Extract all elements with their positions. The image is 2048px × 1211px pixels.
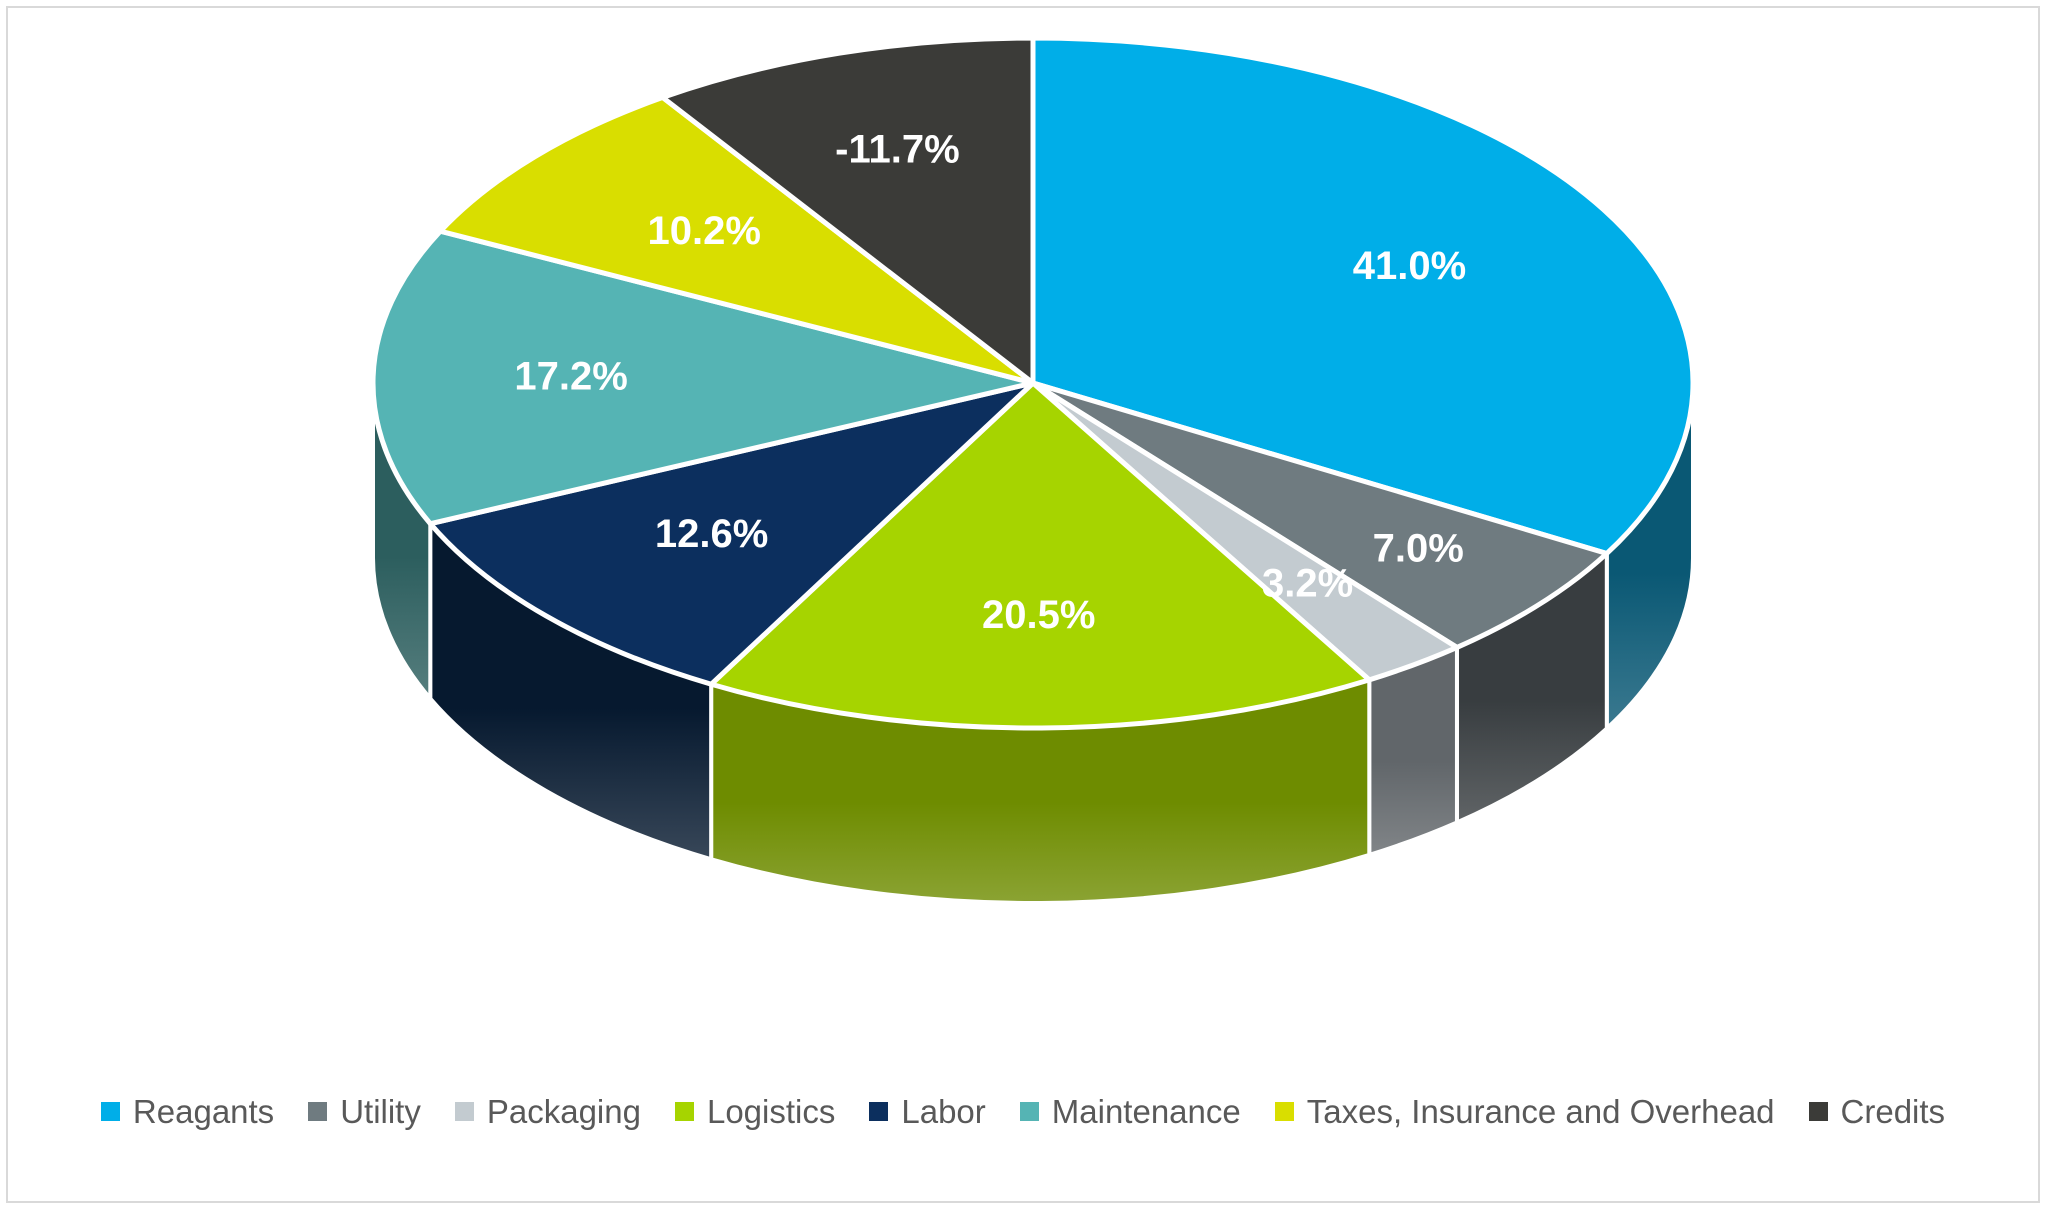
legend-swatch-icon [1808, 1101, 1828, 1121]
legend-item-label: Credits [1840, 1092, 1946, 1130]
slice-data-label: 41.0% [1353, 244, 1466, 288]
legend-item-label: Reagants [132, 1092, 275, 1130]
pie-slice-maintenance[interactable] [370, 228, 1036, 527]
legend-item-label: Logistics [706, 1092, 836, 1130]
pie-slice-logistics[interactable] [708, 380, 1372, 731]
slice-data-label: -11.7% [835, 128, 960, 172]
slice-data-label: 3.2% [1262, 561, 1353, 605]
legend-item-label: Maintenance [1051, 1092, 1241, 1130]
legend-item[interactable]: Packaging [454, 1092, 641, 1130]
legend-item-label: Taxes, Insurance and Overhead [1306, 1092, 1775, 1130]
legend-swatch-icon [869, 1101, 889, 1121]
legend-swatch-icon [100, 1101, 120, 1121]
legend-item-label: Utility [340, 1092, 421, 1130]
pie-chart-area: 41.0% 7.0% 3.2% 20.5% 12.6% 17.2% 10.2% -11.7% [8, 8, 2038, 1068]
pie-slice-taxes-insurance-and-overhead[interactable] [437, 94, 1036, 386]
legend-swatch-icon [308, 1101, 328, 1121]
pie-data-labels: 41.0% 7.0% 3.2% 20.5% 12.6% 17.2% 10.2% -11.7% [514, 128, 1466, 637]
pie-chart-svg: 41.0% 7.0% 3.2% 20.5% 12.6% 17.2% 10.2% -11.7% [370, 35, 1696, 905]
legend-item[interactable]: Reagants [100, 1092, 275, 1130]
legend-item[interactable]: Labor [869, 1092, 986, 1130]
pie-slice-labor[interactable] [427, 380, 1036, 687]
legend-item[interactable]: Maintenance [1019, 1092, 1241, 1130]
legend-item[interactable]: Logistics [674, 1092, 836, 1130]
legend-item-label: Labor [901, 1092, 986, 1130]
slice-data-label: 10.2% [647, 209, 760, 253]
legend-item[interactable]: Taxes, Insurance and Overhead [1274, 1092, 1775, 1130]
pie-slice-credits[interactable] [660, 35, 1036, 386]
legend-swatch-icon [674, 1101, 694, 1121]
chart-legend: Reagants Utility Packaging Logistics Labor Ma… [8, 1056, 2038, 1166]
slice-data-label: 7.0% [1373, 526, 1464, 570]
pie-slice-reagants[interactable] [1030, 35, 1696, 556]
legend-item[interactable]: Utility [308, 1095, 421, 1128]
legend-swatch-icon [1019, 1101, 1039, 1121]
pie-side-walls [371, 382, 1695, 905]
chart-frame: 41.0% 7.0% 3.2% 20.5% 12.6% 17.2% 10.2% -11.7% … [6, 6, 2040, 1203]
slice-data-label: 12.6% [655, 512, 768, 556]
legend-item-label: Packaging [486, 1092, 641, 1130]
slice-data-label: 20.5% [982, 593, 1095, 637]
legend-swatch-icon [454, 1101, 474, 1121]
legend-item[interactable]: Credits [1808, 1092, 1946, 1130]
slice-data-label: 17.2% [514, 354, 627, 398]
pie-slice-utility[interactable] [1030, 380, 1610, 650]
legend-swatch-icon [1274, 1101, 1294, 1121]
pie-top-surfaces [370, 35, 1696, 731]
